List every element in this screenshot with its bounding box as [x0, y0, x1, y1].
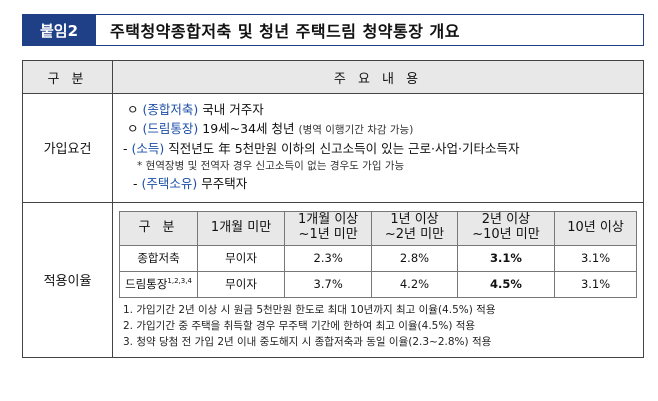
rate-cell: 3.1% [554, 244, 637, 272]
page-title: 주택청약종합저축 및 청년 주택드림 청약통장 개요 [96, 14, 644, 46]
bullet: - [133, 176, 138, 192]
table-row: 종합저축 무이자 2.3% 2.8% 3.1% 3.1% [119, 244, 637, 272]
requirement-text: 직전년도 年 5천만원 이하의 신고소득이 있는 근로·사업·기타소득자 [168, 140, 520, 156]
header-main-content: 주 요 내 용 [112, 60, 644, 94]
attachment-badge: 붙임2 [22, 14, 96, 46]
requirement-tag: (주택소유) [141, 176, 198, 192]
rate-cell: 2.3% [284, 244, 373, 272]
rates-footnotes: 1. 가입기간 2년 이상 시 원금 5천만원 한도로 최대 10년까지 최고 … [119, 298, 637, 351]
rates-label: 적용이율 [22, 201, 113, 358]
rates-header: 구 분 [119, 210, 198, 246]
rates-header: 1개월 이상 ~1년 미만 [284, 210, 373, 246]
footnote-text: 현역장병 및 전역자 경우 신고소득이 없는 경우도 가입 가능 [145, 160, 405, 173]
product-name-text: 종합저축 [137, 251, 180, 266]
header-category: 구 분 [22, 60, 113, 94]
rate-cell: 2.8% [371, 244, 458, 272]
requirement-item: - (주택소유) 무주택자 [123, 174, 633, 193]
rates-table: 구 분 1개월 미만 1개월 이상 ~1년 미만 1년 이상 ~2년 미만 2년… [119, 210, 637, 298]
requirement-subnote: (병역 이행기간 차감 가능) [298, 124, 414, 137]
bullet: ㅇ [127, 121, 139, 137]
bullet: ㅇ [127, 102, 139, 117]
rates-content: 구 분 1개월 미만 1개월 이상 ~1년 미만 1년 이상 ~2년 미만 2년… [112, 201, 644, 358]
requirements-content: ㅇ (종합저축) 국내 거주자 ㅇ (드림통장) 19세~34세 청년 (병역 … [112, 93, 644, 203]
requirement-tag: (종합저축) [142, 102, 199, 117]
requirement-text: 국내 거주자 [202, 102, 264, 117]
footnote: 2. 가입기간 중 주택을 취득할 경우 무주택 기간에 한하여 최고 이율(4… [123, 320, 476, 333]
section-header: 붙임2 주택청약종합저축 및 청년 주택드림 청약통장 개요 [22, 14, 644, 46]
table-row: 드림통장1,2,3,4 무이자 3.7% 4.2% 4.5% 3.1% [119, 270, 637, 298]
table-header-row: 구 분 주 요 내 용 [22, 60, 644, 94]
rate-cell: 무이자 [196, 244, 286, 272]
requirement-text: 무주택자 [201, 176, 248, 192]
rates-header: 1년 이상 ~2년 미만 [371, 210, 458, 246]
footnote-marker: 1,2,3,4 [167, 277, 192, 286]
requirement-tag: (소득) [131, 140, 165, 156]
rate-cell: 4.2% [371, 270, 458, 298]
rates-header-row: 구 분 1개월 미만 1개월 이상 ~1년 미만 1년 이상 ~2년 미만 2년… [119, 210, 637, 246]
rate-cell: 무이자 [196, 270, 286, 298]
requirement-text: 19세~34세 청년 [202, 121, 295, 137]
requirement-tag: (드림통장) [142, 121, 199, 137]
requirement-footnote: * 현역장병 및 전역자 경우 신고소득이 없는 경우도 가입 가능 [123, 158, 633, 174]
product-name-text: 드림통장 [125, 277, 168, 292]
rate-cell: 3.1% [456, 244, 556, 272]
product-name: 종합저축 [119, 244, 198, 272]
footnote: 3. 청약 당첨 전 가입 2년 이내 중도해지 시 종합저축과 동일 이율(2… [123, 336, 492, 349]
rate-cell: 3.1% [554, 270, 637, 298]
footnote: 1. 가입기간 2년 이상 시 원금 5천만원 한도로 최대 10년까지 최고 … [123, 303, 496, 316]
rates-header: 10년 이상 [554, 210, 637, 246]
requirement-item: ㅇ (드림통장) 19세~34세 청년 (병역 이행기간 차감 가능) [123, 119, 633, 138]
overview-table: 구 분 주 요 내 용 가입요건 ㅇ (종합저축) 국내 거주자 ㅇ (드림통장… [22, 60, 644, 358]
rate-cell: 3.7% [284, 270, 373, 298]
rates-header: 2년 이상 ~10년 미만 [456, 210, 556, 246]
bullet: * [137, 160, 143, 173]
requirements-row: 가입요건 ㅇ (종합저축) 국내 거주자 ㅇ (드림통장) 19세~34세 청년… [22, 93, 644, 203]
bullet: - [123, 140, 128, 156]
rates-row: 적용이율 구 분 1개월 미만 1개월 이상 ~1년 미만 1년 이상 ~2년 … [22, 201, 644, 358]
requirements-label: 가입요건 [22, 93, 113, 203]
product-name: 드림통장1,2,3,4 [119, 270, 198, 298]
rate-cell: 4.5% [456, 270, 556, 298]
requirement-item: - (소득) 직전년도 年 5천만원 이하의 신고소득이 있는 근로·사업·기타… [123, 139, 633, 158]
requirement-item: ㅇ (종합저축) 국내 거주자 [123, 100, 633, 119]
rates-header: 1개월 미만 [196, 210, 286, 246]
